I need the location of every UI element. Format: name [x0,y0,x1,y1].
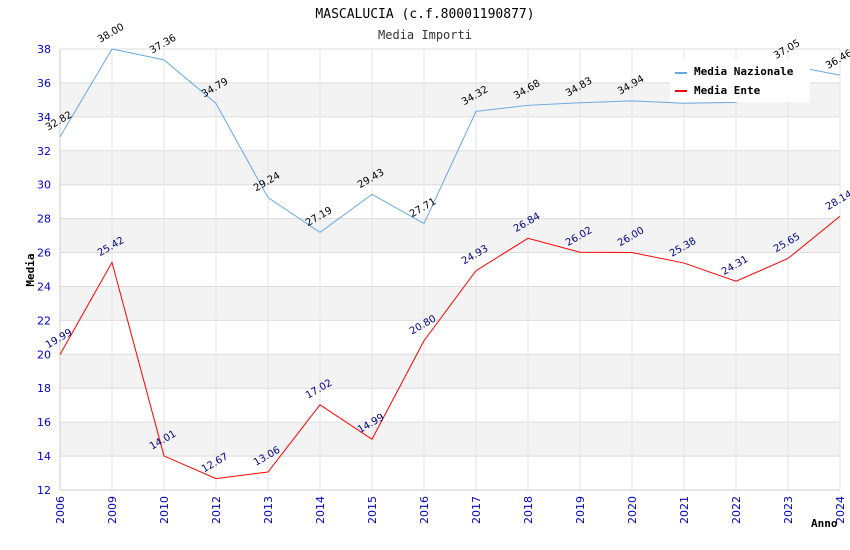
x-tick-label-2022: 2022 [730,496,743,524]
x-tick-label-2021: 2021 [678,496,691,524]
y-tick-label-36: 36 [37,77,51,90]
y-tick-label-20: 20 [37,348,51,361]
legend-box [670,60,810,102]
y-tick-label-30: 30 [37,179,51,192]
band-18 [60,354,840,389]
x-tick-label-2020: 2020 [626,496,639,524]
y-tick-label-16: 16 [37,416,51,429]
data-point-media-ente-2016 [423,339,426,342]
legend-label-media-nazionale: Media Nazionale [694,65,794,78]
y-tick-label-28: 28 [37,213,51,226]
x-tick-label-2016: 2016 [418,496,431,524]
y-tick-label-26: 26 [37,247,51,260]
data-point-media-nazionale-2024 [839,74,842,77]
x-tick-label-2024: 2024 [834,496,847,524]
data-point-media-ente-2019 [579,251,582,254]
data-point-media-nazionale-2009 [111,48,114,51]
x-tick-label-2012: 2012 [210,496,223,524]
y-axis-label: Media [24,253,37,286]
data-point-media-nazionale-2012 [215,102,218,105]
x-tick-label-2018: 2018 [522,496,535,524]
x-tick-label-2013: 2013 [262,496,275,524]
data-label-media-nazionale-2009: 38.00 [96,22,126,46]
plot-area [60,49,840,490]
data-point-media-ente-2010 [163,454,166,457]
data-point-media-ente-2017 [475,269,478,272]
data-point-media-nazionale-2017 [475,110,478,113]
data-point-media-ente-2014 [319,403,322,406]
data-point-media-nazionale-2016 [423,222,426,225]
data-point-media-nazionale-2019 [579,101,582,104]
x-axis-label: Anno [811,517,838,530]
data-point-media-ente-2012 [215,477,218,480]
data-point-media-ente-2009 [111,261,114,264]
data-point-media-nazionale-2014 [319,231,322,234]
data-point-media-nazionale-2015 [371,193,374,196]
y-tick-label-18: 18 [37,382,51,395]
band-22 [60,286,840,321]
y-tick-label-24: 24 [37,280,51,293]
data-point-media-nazionale-2010 [163,58,166,61]
y-tick-label-22: 22 [37,314,51,327]
x-tick-label-2009: 2009 [106,496,119,524]
data-point-media-ente-2021 [683,262,686,265]
data-point-media-ente-2013 [267,471,270,474]
legend: Media Nazionale Media Ente [670,60,810,102]
y-tick-label-14: 14 [37,450,51,463]
x-tick-label-2010: 2010 [158,496,171,524]
data-point-media-ente-2022 [735,280,738,283]
chart-subtitle: Media Importi [378,28,472,42]
data-point-media-ente-2015 [371,438,374,441]
series-layer [59,48,842,480]
data-point-media-nazionale-2013 [267,196,270,199]
band-26 [60,218,840,253]
x-tick-label-2017: 2017 [470,496,483,524]
data-point-media-nazionale-2020 [631,99,634,102]
series-line-media-ente [59,215,841,480]
x-tick-label-2015: 2015 [366,496,379,524]
x-tick-label-2014: 2014 [314,496,327,524]
x-tick-label-2019: 2019 [574,496,587,524]
data-point-media-nazionale-2018 [527,104,530,107]
data-point-media-ente-2006 [59,353,62,356]
data-point-media-ente-2020 [631,251,634,254]
x-tick-label-2006: 2006 [54,496,67,524]
plot-background-bands [60,49,840,490]
chart-title: MASCALUCIA (c.f.80001190877) [315,7,534,22]
data-point-media-nazionale-2006 [59,135,62,138]
axes [59,49,840,491]
band-14 [60,422,840,457]
data-point-media-ente-2023 [787,257,790,260]
data-point-media-ente-2024 [839,215,842,218]
legend-label-media-ente: Media Ente [694,84,761,97]
series-line-media-nazionale [59,48,841,233]
data-point-media-ente-2018 [527,237,530,240]
y-tick-label-32: 32 [37,145,51,158]
y-tick-label-38: 38 [37,43,51,56]
data-point-media-nazionale-2021 [683,102,686,105]
x-tick-label-2023: 2023 [782,496,795,524]
y-tick-label-34: 34 [37,111,51,124]
y-tick-label-12: 12 [37,484,51,497]
